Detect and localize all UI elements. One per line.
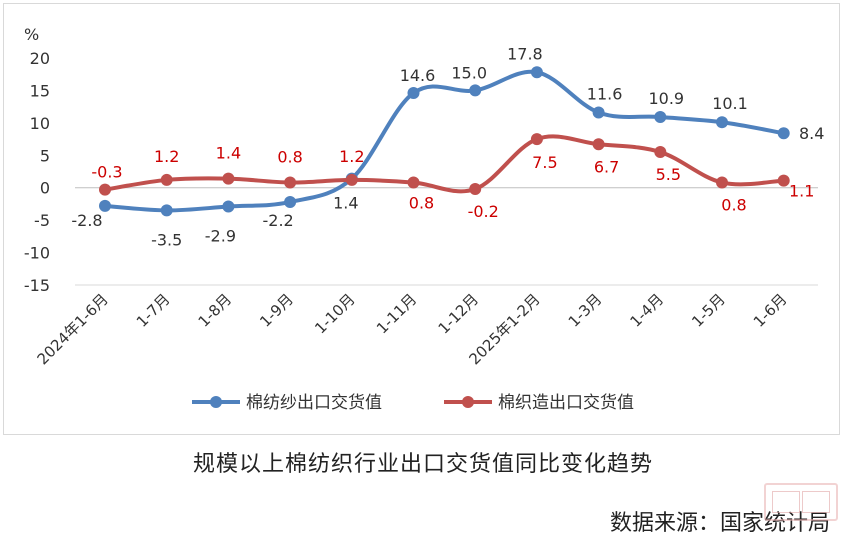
- x-tick-label: 1-3月: [565, 290, 606, 331]
- data-label: 6.7: [594, 157, 619, 176]
- data-label: 5.5: [656, 165, 681, 184]
- data-label: 0.8: [277, 148, 302, 167]
- chart-frame: [3, 3, 840, 435]
- legend-label: 棉织造出口交货值: [498, 393, 634, 413]
- data-label: 1.4: [216, 144, 241, 163]
- x-tick-label: 1-5月: [688, 290, 729, 331]
- y-tick-label: 20: [30, 49, 50, 68]
- data-point: [777, 174, 790, 187]
- y-tick-label: 5: [40, 146, 50, 165]
- data-label: 10.9: [648, 89, 684, 108]
- data-label: -3.5: [151, 230, 182, 249]
- data-point: [160, 173, 173, 186]
- data-point: [777, 127, 790, 140]
- x-tick-label: 1-11月: [373, 290, 420, 337]
- data-point: [592, 106, 605, 119]
- data-point: [345, 173, 358, 186]
- data-point: [284, 176, 297, 189]
- legend-swatch-marker: [210, 396, 222, 408]
- data-point: [654, 111, 667, 124]
- x-tick-label: 1-10月: [311, 290, 358, 337]
- y-tick-label: 15: [30, 81, 50, 100]
- data-point: [407, 87, 420, 100]
- data-point: [469, 183, 482, 196]
- data-point: [222, 200, 235, 213]
- data-label: 8.4: [799, 124, 824, 143]
- data-point: [530, 66, 543, 79]
- data-label: 17.8: [507, 44, 543, 63]
- data-point: [99, 199, 111, 212]
- data-point: [99, 183, 111, 196]
- y-tick-label: -15: [24, 276, 50, 295]
- data-label: -0.2: [468, 202, 499, 221]
- data-point: [160, 204, 173, 217]
- data-label: 0.8: [721, 196, 746, 215]
- data-label: -2.2: [262, 211, 293, 230]
- source-note: 数据来源：国家统计局: [609, 511, 830, 536]
- y-tick-label: 10: [30, 114, 50, 133]
- x-tick-label: 1-9月: [256, 290, 297, 331]
- data-label: 1.4: [333, 194, 358, 213]
- data-label: 7.5: [532, 153, 557, 172]
- data-point: [654, 146, 667, 159]
- data-label: 11.6: [587, 84, 623, 103]
- x-tick-label: 1-8月: [195, 290, 236, 331]
- data-point: [592, 138, 605, 151]
- y-tick-label: -10: [24, 244, 50, 263]
- data-point: [284, 195, 297, 208]
- data-point: [407, 176, 420, 189]
- data-label: 1.2: [154, 147, 179, 166]
- x-tick-label: 1-12月: [435, 290, 482, 337]
- data-point: [716, 176, 728, 189]
- data-label: -2.8: [71, 211, 102, 230]
- data-label: 1.2: [339, 147, 364, 166]
- watermark-stamp: [764, 483, 838, 521]
- data-label: 1.1: [789, 182, 814, 201]
- y-tick-label: 0: [40, 179, 50, 198]
- data-label: 10.1: [712, 94, 748, 113]
- y-axis-label: %: [24, 25, 39, 44]
- chart-title: 规模以上棉纺织行业出口交货值同比变化趋势: [192, 452, 653, 477]
- x-tick-label: 1-6月: [750, 290, 791, 331]
- legend-label: 棉纺纱出口交货值: [246, 393, 382, 413]
- x-tick-label: 1-4月: [626, 290, 667, 331]
- data-label: 14.6: [400, 66, 436, 85]
- data-label: -2.9: [205, 227, 236, 246]
- data-label: 0.8: [409, 194, 434, 213]
- x-tick-label: 2024年1-6月: [34, 290, 112, 368]
- series-line-2: [103, 134, 786, 194]
- data-label: 15.0: [451, 63, 487, 82]
- data-label: -0.3: [91, 163, 122, 182]
- data-point: [222, 172, 235, 185]
- data-point: [530, 133, 543, 146]
- legend-swatch-marker: [462, 396, 474, 408]
- y-tick-label: -5: [34, 211, 50, 230]
- data-point: [469, 84, 482, 97]
- data-point: [716, 116, 728, 129]
- x-tick-label: 1-7月: [133, 290, 174, 331]
